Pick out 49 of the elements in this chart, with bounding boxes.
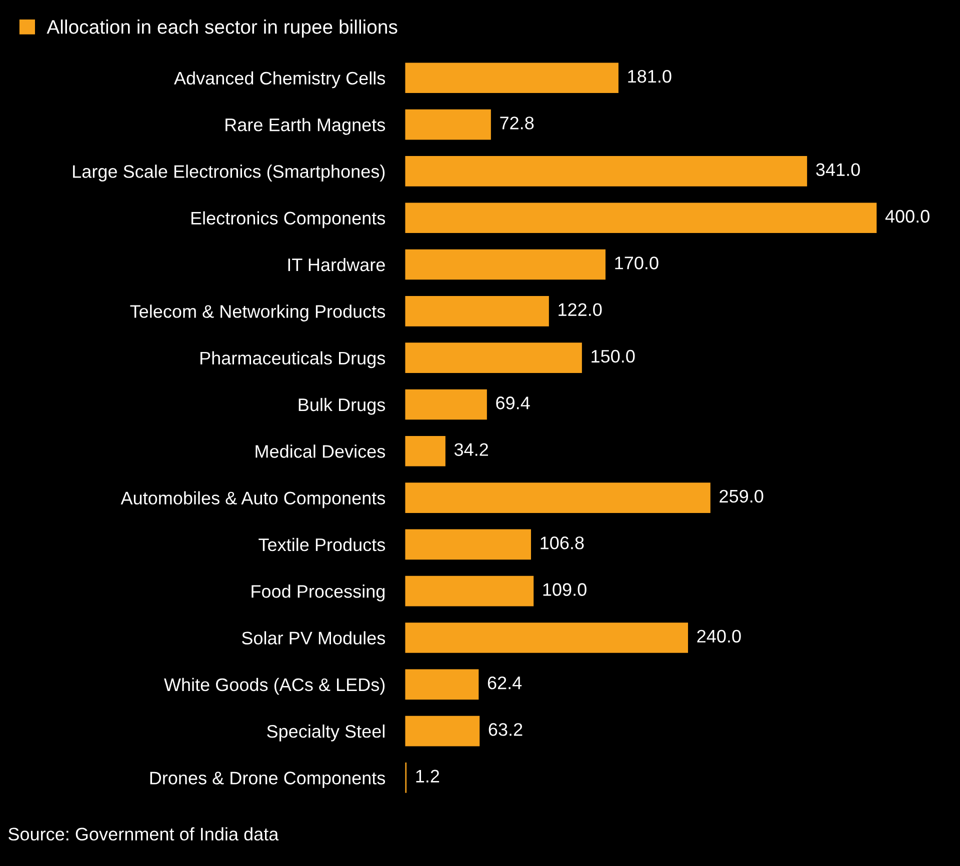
bar [405,669,479,700]
data-label: 150.0 [592,350,635,363]
bar [405,342,582,373]
source-note: Source: Government of India data [8,827,279,841]
y-tick-label: Advanced Chemistry Cells [174,71,386,88]
data-label: 181.0 [628,70,672,83]
bar [405,156,808,186]
data-label: 341.0 [816,163,860,176]
bar [405,622,688,653]
y-tick-label: Textile Products [258,538,386,552]
bar [405,389,487,420]
bar [405,109,491,140]
data-label: 1.2 [416,770,440,782]
y-tick-label: Electronics Components [191,211,386,228]
y-tick-label: Specialty Steel [267,724,384,742]
y-tick-label: Food Processing [252,584,385,602]
bar [405,62,618,94]
bar [405,436,446,466]
bar [405,296,549,326]
data-label: 122.0 [558,303,602,316]
data-label: 106.8 [540,536,584,550]
y-tick-label: Automobiles & Auto Components [120,491,386,508]
y-tick-label: Bulk Drugs [298,398,386,415]
data-label: 400.0 [885,210,930,223]
data-label: 240.0 [697,630,741,643]
y-tick-label: White Goods (ACs & LEDs) [164,678,385,695]
y-tick-label: Drones & Drone Components [150,772,386,788]
data-label: 63.2 [488,723,522,736]
y-tick-label: Rare Earth Magnets [226,118,386,135]
legend-label: Allocation in each sector in rupee billions [46,20,398,38]
data-label: 259.0 [720,490,764,503]
bar [405,529,532,560]
bar [405,482,710,513]
data-label: 34.2 [454,443,488,456]
bar [405,249,606,280]
data-label: 170.0 [615,256,658,270]
data-label: 72.8 [500,116,534,130]
bar [405,716,480,746]
data-label: 109.0 [543,583,586,596]
bar [405,576,534,606]
data-label: 69.4 [496,396,530,410]
y-tick-label: Medical Devices [256,444,386,458]
y-tick-label: Pharmaceuticals Drugs [200,351,386,368]
y-tick-label: Large Scale Electronics (Smartphones) [73,164,385,182]
y-tick-label: Solar PV Modules [242,631,386,644]
bar [405,202,877,234]
y-tick-label: Telecom & Networking Products [130,304,386,322]
data-label: 62.4 [488,676,522,690]
y-tick-label: IT Hardware [288,258,385,272]
